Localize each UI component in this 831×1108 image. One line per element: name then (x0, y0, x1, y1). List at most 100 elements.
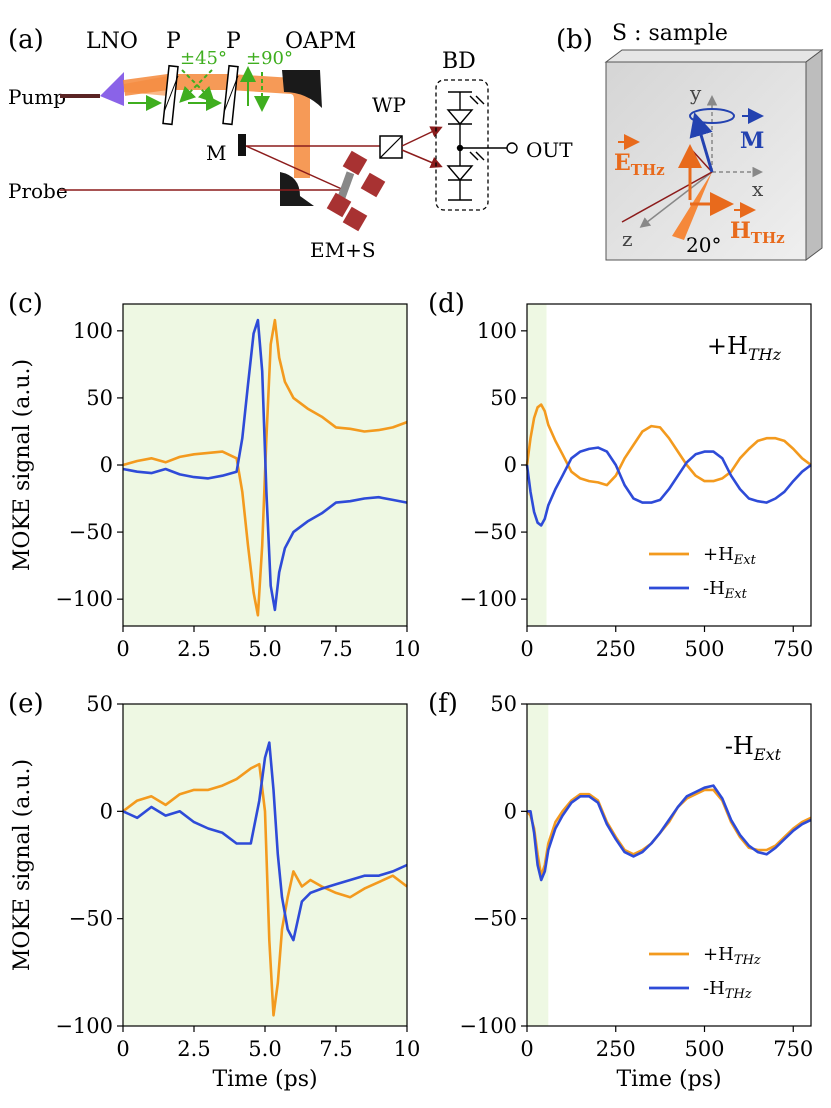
chart-f-xtick-label: 750 (773, 1037, 813, 1061)
chart-e-series-0-line (122, 762, 408, 1017)
mirror-m (238, 134, 246, 156)
axis-z (639, 171, 713, 228)
sample-box-side (805, 49, 823, 261)
chart-f-annotation: -HExt (725, 732, 782, 764)
angle-label: 20° (686, 233, 721, 257)
chart-c-series-1-line (122, 318, 408, 612)
green-arrow-3 (179, 69, 213, 103)
chart-e-ytick-label: 50 (86, 692, 113, 716)
chart-c-xtick-label: 2.5 (177, 637, 210, 661)
chart-d-series-0-line (525, 403, 812, 487)
chart-e-xtick-label: 7.5 (319, 1037, 352, 1061)
chart-d-xtick-label: 0 (520, 637, 533, 661)
chart-f-xtick-label: 250 (596, 1037, 636, 1061)
chart-c-ytick-label: 0 (100, 453, 113, 477)
h-label: HTHz (730, 218, 785, 247)
label-out: OUT (526, 138, 573, 162)
chart-f-ytick-label: 0 (504, 799, 517, 823)
panel-b-sample: (b) S : sample y x z M ETHz HTHz 20° (556, 21, 824, 261)
chart-d-xtick-label: 750 (773, 637, 813, 661)
chart-d-legend-label: +HExt (703, 544, 757, 568)
electromagnet-sample (326, 150, 386, 232)
chart-e-xtick-label: 5.0 (248, 1037, 281, 1061)
sample-box-front (605, 61, 807, 261)
sample-title: S : sample (612, 21, 728, 46)
panel-a-setup: (a) LNO P P OAPM BD ±45° ±90° Pump Probe… (8, 25, 573, 262)
wollaston-prism-diag (379, 135, 403, 159)
panel-f-letter: (f) (428, 689, 458, 719)
panel-b-letter: (b) (556, 25, 593, 55)
chart-f-legend-label: -HTHz (703, 978, 752, 1002)
panel-e-letter: (e) (8, 689, 44, 719)
precession-ellipse (689, 108, 735, 124)
chart-c-ylabel: MOKE signal (a.u.) (10, 359, 35, 571)
label-p2: P (226, 29, 241, 54)
chart-d-ytick-label: 100 (477, 319, 517, 343)
chart-e-series-1-line (122, 741, 408, 942)
chart-e-xtick-label: 2.5 (177, 1037, 210, 1061)
chart-e-xtick-label: 0 (116, 1037, 129, 1061)
label-probe: Probe (8, 179, 68, 203)
oapm-mirror-bottom (280, 172, 314, 206)
chart-e-shade (123, 704, 407, 1026)
chart-d-ytick-label: 50 (490, 386, 517, 410)
chart-c-ytick-label: −100 (55, 587, 113, 611)
chart-d-xtick-label: 250 (596, 637, 636, 661)
label-p1: P (166, 29, 181, 54)
chart-f-frame (526, 703, 812, 1027)
chart-d-ytick-label: −100 (459, 587, 517, 611)
chart-d-ytick-label: 0 (504, 453, 517, 477)
chart-f-ytick-label: 50 (490, 692, 517, 716)
label-oapm: OAPM (285, 29, 356, 54)
m-vector (689, 112, 714, 173)
wp-beam-up (401, 126, 443, 147)
chart-d-series-1-line (525, 446, 812, 527)
chart-e-ylabel: MOKE signal (a.u.) (10, 759, 35, 971)
chart-d-xtick-label: 500 (684, 637, 724, 661)
chart-f-xtick-label: 0 (520, 1037, 533, 1061)
chart-c-ytick-label: 50 (86, 386, 113, 410)
panel-a-letter: (a) (8, 25, 44, 55)
balanced-detector (446, 91, 518, 201)
m-label: M (740, 128, 764, 154)
label-lno: LNO (86, 29, 138, 54)
chart-e-ytick-label: 0 (100, 799, 113, 823)
e-label: ETHz (614, 150, 665, 179)
chart-e-xlabel: Time (ps) (212, 1067, 317, 1092)
chart-c-ytick-label: 100 (73, 319, 113, 343)
label-m: M (206, 141, 226, 165)
polarizer-1-hatch (163, 75, 179, 113)
chart-f-xlabel: Time (ps) (616, 1067, 721, 1092)
balanced-detector-box (435, 79, 489, 211)
chart-d-annotation: +HTHz (707, 332, 782, 364)
chart-d-shade (527, 304, 547, 626)
chart-f-ytick-label: −100 (459, 1014, 517, 1038)
axis-z-label: z (622, 227, 633, 251)
chart-c-xtick-label: 7.5 (319, 637, 352, 661)
axis-y-label: y (689, 81, 702, 105)
chart-e-ytick-label: −50 (69, 907, 113, 931)
thz-beam-sample (672, 172, 712, 240)
label-bd: BD (442, 49, 476, 74)
label-pump: Pump (8, 85, 66, 109)
chart-f-legend-label: +HTHz (703, 944, 761, 968)
label-pol2: ±90° (246, 48, 293, 69)
probe-line-reflect (245, 145, 345, 191)
wp-beam-down (401, 149, 443, 169)
oapm-mirror-top (282, 70, 322, 108)
chart-c-xtick-label: 10 (394, 637, 421, 661)
sample-box-top (604, 49, 824, 63)
chart-c-series-0-line (122, 318, 408, 617)
axis-x-label: x (752, 177, 764, 201)
label-em-s: EM+S (310, 238, 376, 262)
chart-f-series-0-line (525, 788, 812, 877)
thz-beam-cone (124, 76, 168, 96)
lno-prism (100, 72, 124, 106)
chart-d-ytick-label: −50 (473, 520, 517, 544)
chart-c-ytick-label: −50 (69, 520, 113, 544)
label-pol1: ±45° (180, 48, 227, 69)
chart-f-series-1-line (527, 784, 812, 882)
